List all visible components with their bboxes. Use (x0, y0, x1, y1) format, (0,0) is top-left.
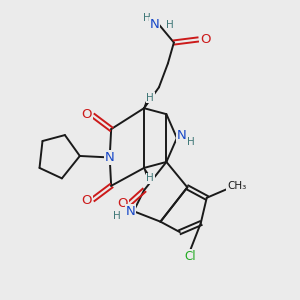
Text: N: N (105, 151, 115, 164)
Text: CH₃: CH₃ (227, 181, 246, 191)
Polygon shape (144, 168, 148, 174)
Text: Cl: Cl (184, 250, 196, 262)
Text: H: H (143, 13, 151, 23)
Text: O: O (200, 33, 211, 46)
Text: H: H (166, 20, 173, 30)
Text: N: N (126, 205, 136, 218)
Text: O: O (81, 194, 92, 207)
Text: H: H (146, 93, 154, 103)
Text: H: H (113, 211, 121, 221)
Text: N: N (176, 129, 186, 142)
Text: H: H (146, 173, 154, 183)
Polygon shape (144, 102, 148, 108)
Text: H: H (187, 136, 194, 147)
Text: N: N (150, 18, 159, 31)
Text: O: O (81, 108, 92, 121)
Text: O: O (117, 197, 128, 210)
